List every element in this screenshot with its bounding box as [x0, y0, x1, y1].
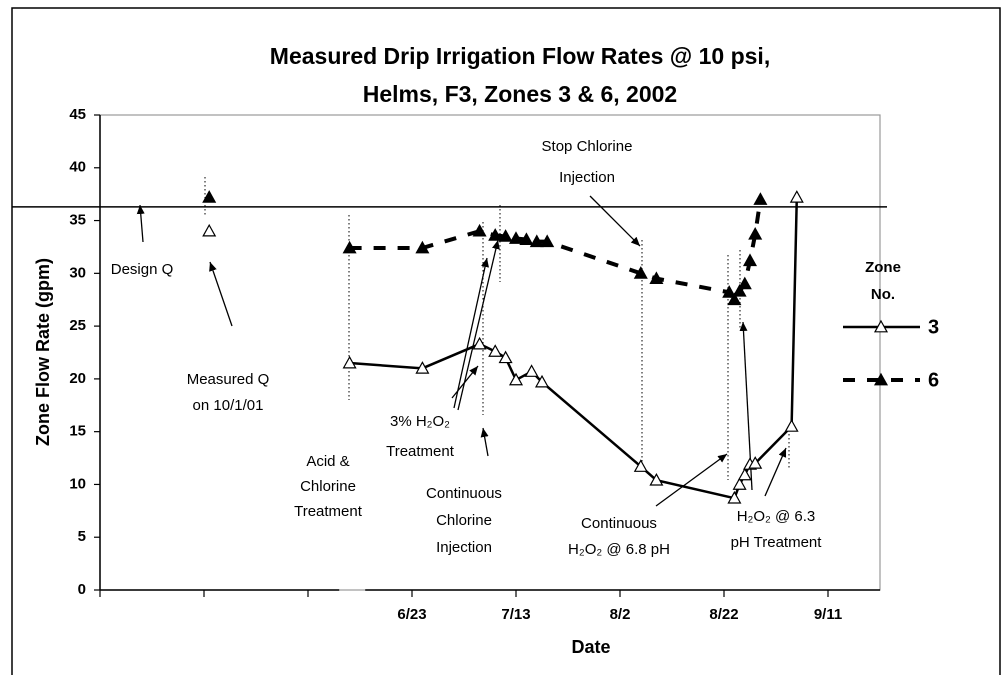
data-point: [748, 456, 763, 469]
y-axis-label: Zone Flow Rate (gpm): [33, 258, 53, 446]
data-point: [498, 350, 513, 364]
data-point: [727, 490, 742, 504]
annotation: Injection: [436, 539, 492, 556]
x-tick-label: 8/22: [709, 606, 738, 623]
arrow: [589, 195, 641, 247]
y-tick-label: 40: [69, 159, 86, 176]
x-axis-label: Date: [571, 637, 610, 657]
data-point: [748, 227, 763, 240]
data-point: [508, 231, 524, 244]
data-point: [633, 459, 648, 472]
data-point: [742, 253, 758, 267]
y-tick-label: 25: [69, 317, 86, 334]
data-point: [488, 228, 503, 241]
annotation: H₂O₂ @ 6.3: [737, 508, 816, 525]
y-tick-label: 45: [69, 106, 86, 123]
chart-title: Helms, F3, Zones 3 & 6, 2002: [363, 81, 677, 107]
annotation: Continuous: [581, 515, 657, 532]
annotations: Design Q Measured Q on 10/1/01 Acid & Chlori…: [111, 138, 823, 558]
frame: [11, 7, 1001, 675]
legend-label: 3: [928, 316, 939, 338]
data-point: [415, 240, 430, 254]
data-point: [472, 336, 487, 350]
x-tick-label: 7/13: [501, 606, 530, 623]
data-point: [753, 192, 768, 205]
annotation: Stop Chlorine: [542, 138, 633, 155]
annotation: Measured Q: [187, 371, 270, 388]
arrow: [136, 204, 145, 243]
arrow: [655, 453, 728, 507]
data-point: [649, 271, 664, 285]
annotation: pH Treatment: [731, 534, 823, 551]
data-point: [540, 234, 555, 248]
y-tick-label: 20: [69, 370, 86, 387]
chart-title: Measured Drip Irrigation Flow Rates @ 10…: [270, 43, 770, 69]
annotation: Chlorine: [300, 478, 356, 495]
arrow: [457, 239, 500, 411]
data-point: [415, 361, 430, 374]
data-point: [342, 355, 357, 369]
series-line: [349, 199, 763, 304]
y-tick-label: 5: [78, 528, 86, 545]
x-tick-label: 6/23: [397, 606, 426, 623]
data-point: [649, 472, 664, 486]
annotation: on 10/1/01: [193, 397, 264, 414]
y-tick-label: 15: [69, 423, 86, 440]
annotation: 3% H₂O₂: [390, 413, 450, 430]
data-point: [732, 284, 747, 297]
arrow: [209, 261, 233, 327]
arrow: [453, 257, 489, 409]
data-point: [732, 477, 747, 490]
y-tick-label: 0: [78, 581, 86, 598]
annotation: Treatment: [294, 503, 363, 520]
annotation: Continuous: [426, 485, 502, 502]
data-point: [524, 364, 539, 377]
legend-label: 6: [928, 369, 939, 391]
data-point: [202, 223, 217, 237]
data-point: [508, 372, 524, 386]
data-point: [722, 285, 737, 298]
legend-title: Zone: [865, 259, 901, 276]
x-tick-label: 9/11: [814, 606, 842, 623]
data-point: [727, 292, 742, 306]
data-point: [488, 344, 503, 357]
annotation: Acid &: [306, 453, 349, 470]
legend-title: No.: [871, 286, 895, 303]
y-tick-label: 30: [69, 264, 86, 281]
x-tick-label: 8/2: [610, 606, 631, 623]
y-tick-label: 35: [69, 212, 86, 229]
data-point: [784, 419, 799, 432]
annotation: Treatment: [386, 443, 455, 460]
data-point: [789, 190, 804, 203]
data-point: [519, 232, 534, 245]
arrow: [764, 447, 787, 497]
annotation: Chlorine: [436, 512, 492, 529]
legend-marker: [873, 319, 889, 333]
data-point: [498, 229, 513, 242]
data-point: [342, 240, 357, 254]
event-lines: [204, 177, 790, 480]
legend-marker: [873, 372, 889, 386]
data-point: [534, 374, 550, 388]
annotation: H₂O₂ @ 6.8 pH: [568, 541, 670, 558]
data-point: [633, 266, 648, 279]
data-point: [529, 234, 544, 248]
data-point: [202, 190, 217, 203]
data-point: [737, 276, 752, 290]
y-tick-label: 10: [69, 475, 86, 492]
annotation: Injection: [559, 169, 615, 186]
annotation: Design Q: [111, 261, 174, 278]
arrow: [480, 427, 489, 457]
data-point: [472, 223, 487, 237]
data-point: [737, 467, 752, 481]
